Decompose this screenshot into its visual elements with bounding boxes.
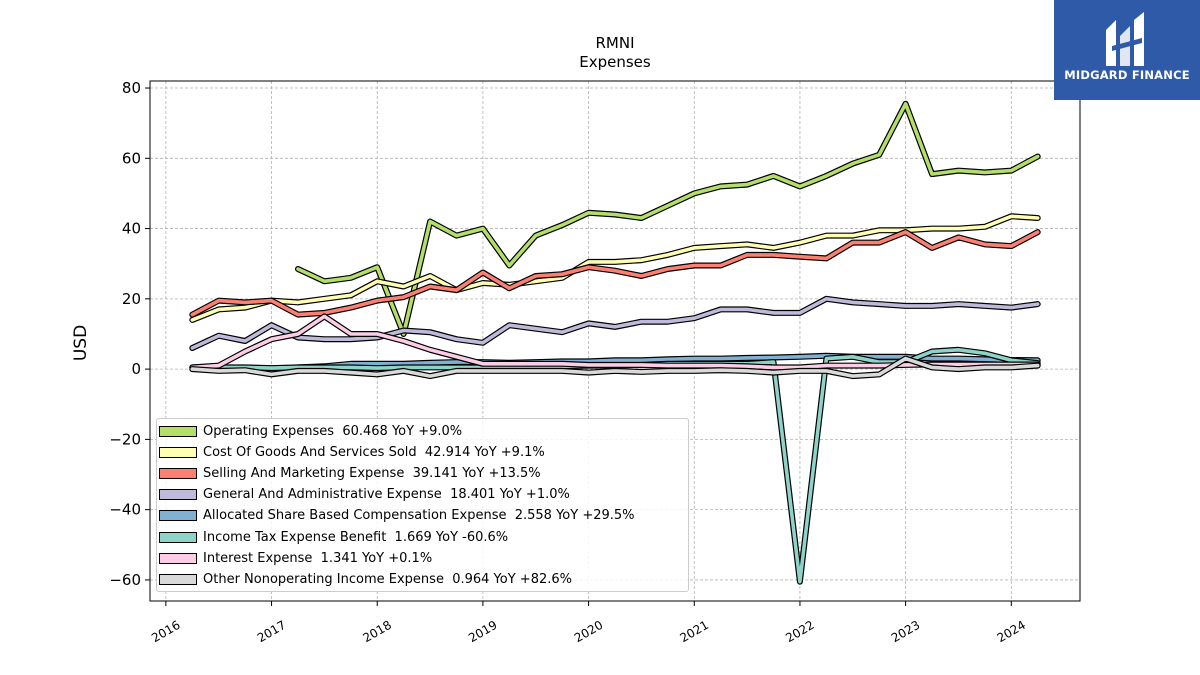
legend-swatch [159,552,197,564]
legend-item: Cost Of Goods And Services Sold 42.914 Y… [159,443,545,461]
y-tick-label: −40 [109,501,141,519]
chart-legend: Operating Expenses 60.468 YoY +9.0% Cost … [156,418,689,592]
y-tick-label: 60 [122,149,141,167]
brand-name: MIDGARD FINANCE [1064,68,1190,82]
legend-label: General And Administrative Expense 18.40… [203,487,570,503]
legend-swatch [159,467,197,479]
x-tick-label: 2018 [360,618,393,645]
legend-item: General And Administrative Expense 18.40… [159,486,570,504]
y-axis-label: USD [71,325,91,361]
x-tick-label: 2016 [149,618,182,645]
legend-item: Allocated Share Based Compensation Expen… [159,507,635,525]
series-line [190,230,1040,317]
x-tick-label: 2017 [255,618,288,645]
series-line [296,102,1040,336]
legend-item: Interest Expense 1.341 YoY +0.1% [159,549,432,567]
legend-item: Income Tax Expense Benefit 1.669 YoY -60… [159,528,508,546]
midgard-finance-logo: MIDGARD FINANCE [1054,0,1200,100]
x-tick-label: 2019 [466,618,499,645]
legend-swatch [159,531,197,543]
legend-label: Interest Expense 1.341 YoY +0.1% [203,550,433,566]
legend-label: Operating Expenses 60.468 YoY +9.0% [203,423,463,439]
chart-subtitle: Expenses [579,53,651,71]
series-line [190,296,1040,350]
x-tick-label: 2022 [783,618,816,645]
legend-label: Allocated Share Based Compensation Expen… [203,508,635,524]
chart-title: RMNI [595,34,634,52]
legend-swatch [159,489,197,501]
legend-item: Operating Expenses 60.468 YoY +9.0% [159,422,462,440]
x-tick-label: 2021 [678,618,711,645]
series-line [190,214,1040,322]
legend-swatch [159,425,197,437]
legend-label: Selling And Marketing Expense 39.141 YoY… [203,465,541,481]
y-tick-label: −20 [109,430,141,448]
x-tick-label: 2024 [995,618,1028,645]
y-tick-label: 40 [122,220,141,238]
y-tick-label: 80 [122,79,141,97]
x-tick-label: 2020 [572,618,605,645]
legend-label: Income Tax Expense Benefit 1.669 YoY -60… [203,529,509,545]
x-tick-label: 2023 [889,618,922,645]
y-tick-label: 20 [122,290,141,308]
plot-frame [149,80,1081,602]
series-outline [295,100,1041,337]
y-tick-label: −60 [109,571,141,589]
legend-swatch [159,510,197,522]
legend-item: Other Nonoperating Income Expense 0.964 … [159,570,572,588]
legend-swatch [159,446,197,458]
series-line [190,356,1040,378]
legend-label: Other Nonoperating Income Expense 0.964 … [203,571,572,587]
legend-swatch [159,573,197,585]
y-tick-label: 0 [131,360,141,378]
legend-label: Cost Of Goods And Services Sold 42.914 Y… [203,444,545,460]
midgard-logo-icon [1106,12,1144,66]
legend-item: Selling And Marketing Expense 39.141 YoY… [159,464,541,482]
